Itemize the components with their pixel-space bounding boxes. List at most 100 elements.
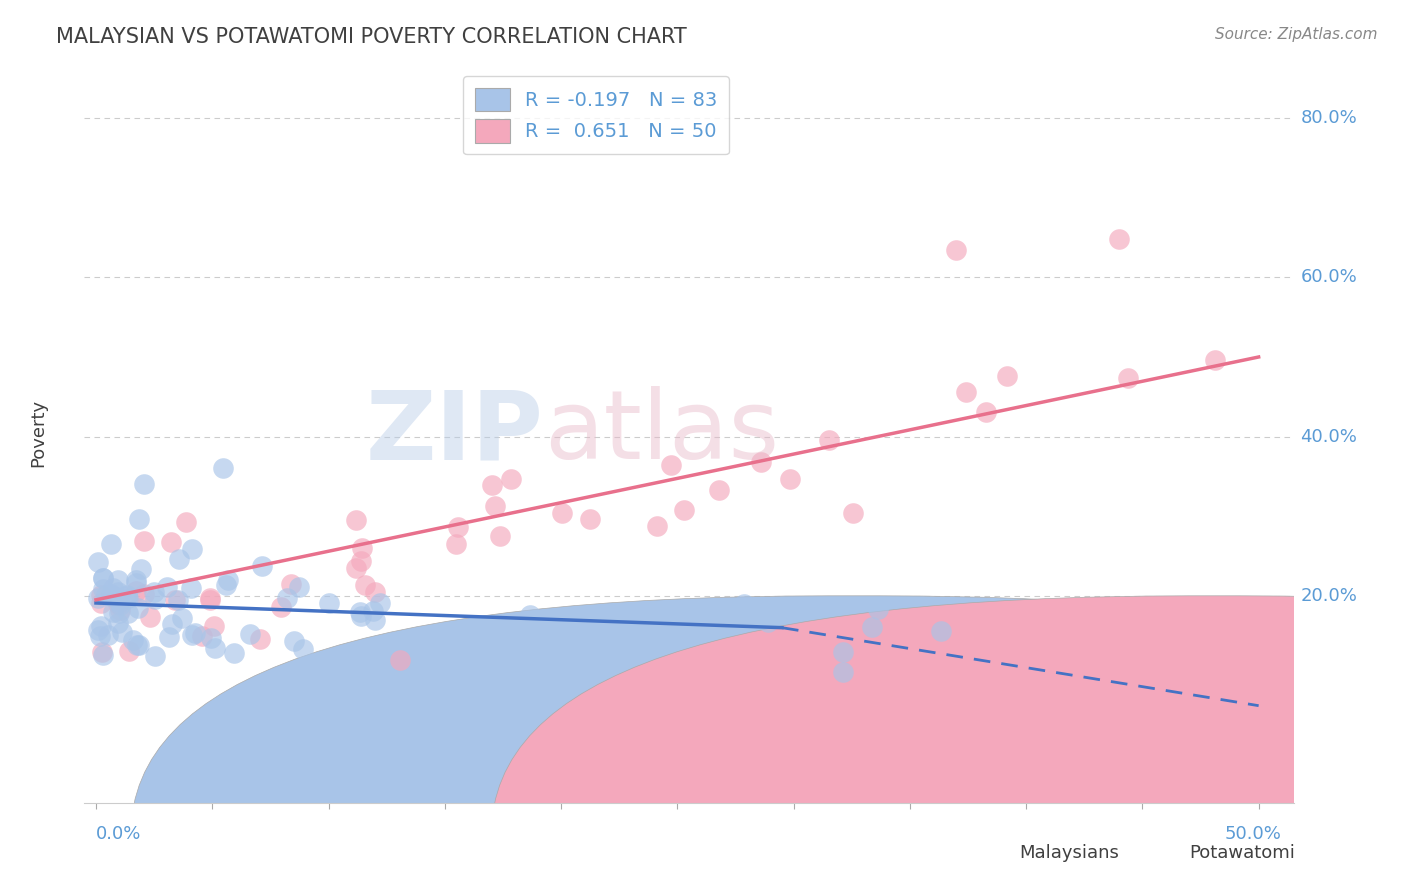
Point <box>93 582 115 596</box>
Point <box>481 477 503 491</box>
Point <box>134 587 156 601</box>
Point <box>217 573 239 587</box>
Point <box>1204 353 1226 368</box>
Text: 60.0%: 60.0% <box>1301 268 1357 286</box>
Point <box>832 665 855 679</box>
Point <box>444 537 467 551</box>
Point <box>349 553 371 567</box>
Point <box>184 625 207 640</box>
Point <box>929 624 952 638</box>
Point <box>91 571 114 585</box>
Point <box>349 605 371 619</box>
Point <box>132 477 155 491</box>
Point <box>945 243 967 257</box>
Point <box>955 384 977 399</box>
Text: atlas: atlas <box>544 386 779 479</box>
Point <box>318 597 340 611</box>
Point <box>129 562 152 576</box>
Point <box>143 649 166 664</box>
Point <box>100 537 122 551</box>
Point <box>211 461 233 475</box>
Point <box>224 646 246 660</box>
Point <box>101 581 124 595</box>
Point <box>447 519 470 533</box>
Point <box>200 593 222 607</box>
Point <box>91 648 114 663</box>
Point <box>122 632 145 647</box>
Point <box>749 455 772 469</box>
Text: 40.0%: 40.0% <box>1301 427 1357 446</box>
Point <box>239 627 262 641</box>
Point <box>215 578 238 592</box>
Point <box>107 607 129 621</box>
Point <box>87 591 110 605</box>
Point <box>180 581 202 595</box>
Point <box>270 600 292 615</box>
Point <box>202 618 225 632</box>
Point <box>90 644 112 658</box>
Point <box>108 598 131 612</box>
Point <box>96 588 118 602</box>
Point <box>167 593 190 607</box>
Point <box>287 580 309 594</box>
Point <box>361 604 384 618</box>
Point <box>779 472 801 486</box>
Point <box>90 596 112 610</box>
Point <box>111 625 134 640</box>
Point <box>995 368 1018 383</box>
Point <box>860 620 883 634</box>
Point <box>108 595 131 609</box>
Point <box>87 623 110 637</box>
Point <box>276 591 298 606</box>
Point <box>519 607 541 622</box>
Point <box>87 555 110 569</box>
Point <box>107 615 129 630</box>
Point <box>252 559 274 574</box>
Point <box>430 629 453 643</box>
Point <box>685 621 707 635</box>
Point <box>818 434 841 448</box>
Point <box>181 542 204 557</box>
Point <box>974 404 997 418</box>
Point <box>707 483 730 497</box>
Point <box>180 628 202 642</box>
Point <box>190 629 212 643</box>
Point <box>128 638 150 652</box>
Point <box>488 528 510 542</box>
Text: Malaysians: Malaysians <box>1019 844 1119 863</box>
Point <box>160 616 183 631</box>
Point <box>350 608 373 623</box>
Point <box>364 614 387 628</box>
Point <box>139 610 162 624</box>
Point <box>108 603 131 617</box>
Point <box>198 591 221 606</box>
Point <box>647 519 669 533</box>
Point <box>353 578 375 592</box>
Point <box>283 634 305 648</box>
Point <box>249 632 271 646</box>
Point <box>107 597 129 611</box>
Point <box>484 500 506 514</box>
Point <box>489 654 512 668</box>
Point <box>128 512 150 526</box>
Text: ZIP: ZIP <box>366 386 544 479</box>
Point <box>100 586 122 600</box>
Point <box>1108 232 1130 246</box>
Point <box>174 515 197 529</box>
Point <box>125 584 148 599</box>
Point <box>434 629 457 643</box>
Point <box>579 512 602 526</box>
Point <box>756 615 779 629</box>
Point <box>292 641 315 656</box>
Text: MALAYSIAN VS POTAWATOMI POVERTY CORRELATION CHART: MALAYSIAN VS POTAWATOMI POVERTY CORRELAT… <box>56 27 688 46</box>
Point <box>143 591 166 606</box>
FancyBboxPatch shape <box>131 596 1406 892</box>
Point <box>673 502 696 516</box>
Point <box>127 601 149 615</box>
Text: Potawatomi: Potawatomi <box>1189 844 1295 863</box>
Point <box>127 638 149 652</box>
Point <box>831 644 853 658</box>
Text: 50.0%: 50.0% <box>1225 825 1282 843</box>
Text: 80.0%: 80.0% <box>1301 109 1357 128</box>
Point <box>659 458 682 473</box>
